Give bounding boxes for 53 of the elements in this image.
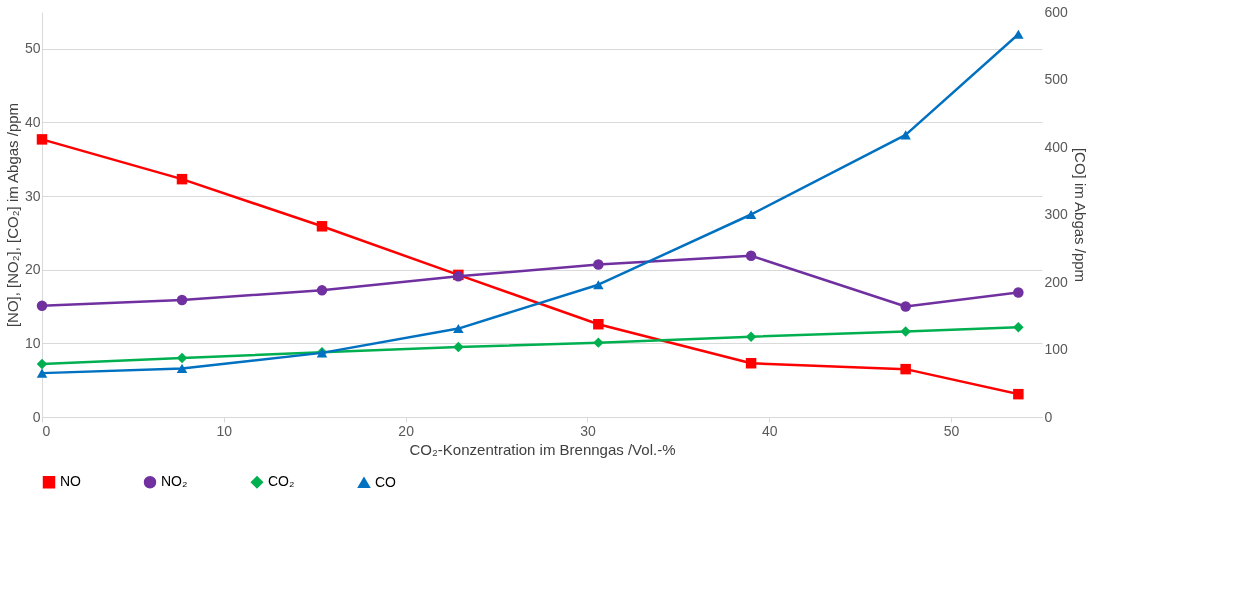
point xyxy=(176,294,188,306)
point xyxy=(36,358,48,370)
point xyxy=(745,331,757,342)
x-tick-label: 30 xyxy=(580,422,596,439)
y-tick-label: 10 xyxy=(24,334,41,351)
point xyxy=(36,134,48,145)
point xyxy=(593,259,604,270)
point xyxy=(1013,388,1024,400)
y2-tick-label: 500 xyxy=(1044,71,1069,87)
y-tick-label: 20 xyxy=(24,261,41,278)
x-tick-label: 10 xyxy=(216,422,233,439)
point xyxy=(453,324,464,334)
legend-label: NO xyxy=(60,473,82,490)
point xyxy=(593,280,604,290)
x-tick-label: 40 xyxy=(761,422,778,439)
y2-tick-label: 200 xyxy=(1044,273,1069,290)
y2-tick-label: 600 xyxy=(1044,3,1069,20)
y-axis-title: [NO], [NO₂], [CO₂] im Abgas /ppm xyxy=(3,102,21,328)
y2-tick-label: 400 xyxy=(1044,138,1069,155)
x-axis-title: CO₂-Konzentration im Brenngas /Vol.-% xyxy=(409,440,676,458)
y2-tick-label: 300 xyxy=(1044,206,1069,222)
x-tick-label: 20 xyxy=(398,422,415,439)
point xyxy=(745,250,757,261)
point xyxy=(900,130,911,140)
point xyxy=(453,341,464,353)
legend-label: NO₂ xyxy=(161,473,188,490)
point xyxy=(36,368,48,378)
point xyxy=(900,363,911,375)
y2-axis-title: [CO] im Abgas /ppm xyxy=(1071,147,1089,283)
point xyxy=(36,300,48,312)
y-tick-label: 0 xyxy=(32,408,41,425)
y-tick-label: 40 xyxy=(24,113,41,130)
point xyxy=(1013,287,1024,298)
point xyxy=(745,358,757,369)
point xyxy=(900,301,911,312)
point xyxy=(593,318,604,330)
y-tick-label: 30 xyxy=(24,187,41,204)
point xyxy=(1013,321,1024,333)
x-tick-label: 50 xyxy=(943,422,960,439)
point xyxy=(176,173,188,185)
legend-label: CO xyxy=(375,473,397,490)
y2-tick-label: 100 xyxy=(1044,341,1069,357)
y-tick-label: 50 xyxy=(24,40,41,57)
y2-tick-label: 0 xyxy=(1044,408,1053,425)
point xyxy=(1013,29,1024,39)
point xyxy=(316,221,328,232)
point xyxy=(745,209,757,220)
legend-label: CO₂ xyxy=(268,473,295,490)
point xyxy=(900,326,911,337)
point xyxy=(176,352,188,364)
point xyxy=(593,337,604,348)
point xyxy=(176,363,188,373)
point xyxy=(316,285,328,296)
